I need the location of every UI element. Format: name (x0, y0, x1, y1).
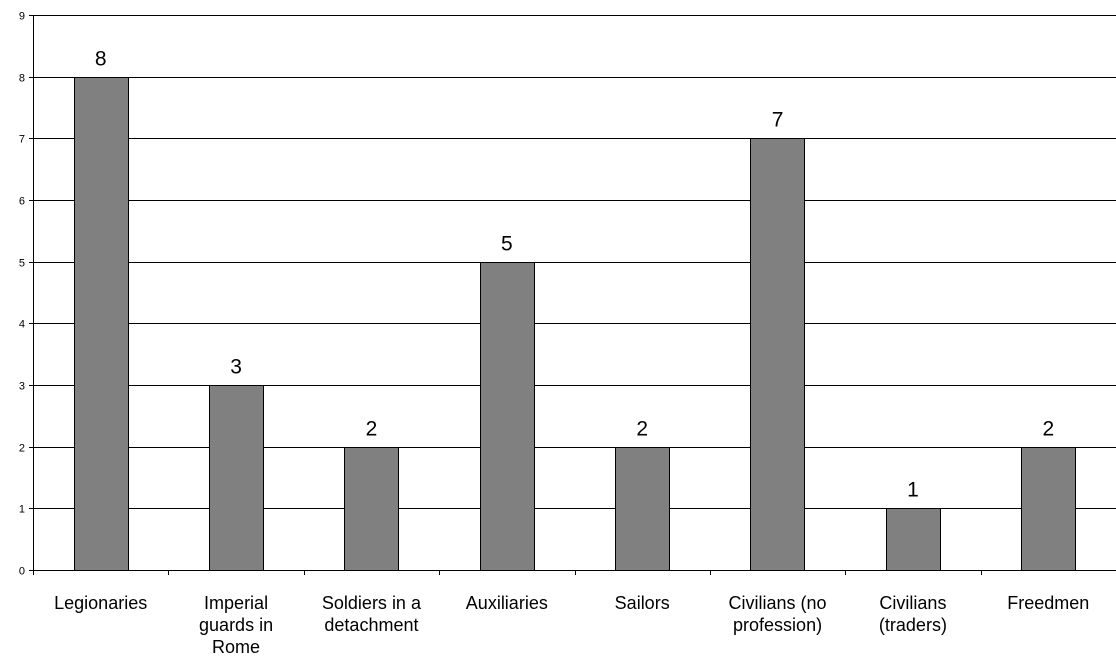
y-tick-label: 9 (19, 11, 25, 23)
x-category-label-line: (traders) (879, 615, 947, 635)
data-label: 7 (772, 109, 784, 132)
bar (750, 138, 805, 571)
y-tick-label: 1 (19, 504, 25, 516)
bars (74, 77, 1076, 571)
x-category-label-line: Imperial (204, 593, 268, 613)
bar (74, 77, 129, 571)
y-tick-label: 7 (19, 134, 25, 146)
x-category-label-line: Soldiers in a (322, 593, 422, 613)
x-category-label-line: Civilians (879, 593, 946, 613)
x-category-label: Freedmen (1007, 593, 1089, 613)
data-label: 2 (1042, 418, 1054, 441)
x-category-label-line: profession) (733, 615, 822, 635)
x-category-label: Civilians (traders) (879, 593, 947, 635)
bar (886, 508, 941, 571)
y-axis-ticks: 0 1 2 3 4 5 6 7 8 9 (19, 11, 33, 578)
x-axis-labels: Legionaries Imperial guards in Rome Soldiers… (54, 593, 1089, 657)
y-tick-label: 0 (19, 566, 25, 578)
data-label: 2 (366, 418, 378, 441)
y-tick-label: 5 (19, 258, 25, 270)
gridlines (33, 15, 1116, 509)
data-label: 2 (636, 418, 648, 441)
x-category-label: Sailors (615, 593, 670, 613)
bar (1021, 447, 1076, 571)
data-label: 8 (95, 48, 107, 71)
data-label: 1 (907, 479, 919, 502)
x-category-label: Civilians (no profession) (729, 593, 827, 635)
data-label: 5 (501, 233, 513, 256)
x-category-label: Legionaries (54, 593, 147, 613)
y-tick-label: 4 (19, 319, 25, 331)
x-category-label-line: detachment (324, 615, 418, 635)
x-category-label-line: Legionaries (54, 593, 147, 613)
y-tick-label: 3 (19, 381, 25, 393)
x-category-label: Imperial guards in Rome (199, 593, 273, 657)
x-category-label-line: guards in (199, 615, 273, 635)
y-tick-label: 8 (19, 73, 25, 85)
bar (209, 385, 264, 571)
bar (344, 447, 399, 571)
bar (615, 447, 670, 571)
y-tick-label: 6 (19, 196, 25, 208)
x-category-label-line: Sailors (615, 593, 670, 613)
x-category-label-line: Rome (212, 637, 260, 657)
data-label: 3 (230, 356, 242, 379)
x-category-label: Auxiliaries (466, 593, 548, 613)
x-category-label-line: Civilians (no (729, 593, 827, 613)
bar (480, 262, 535, 571)
y-tick-label: 2 (19, 443, 25, 455)
x-category-label: Soldiers in a detachment (322, 593, 422, 635)
x-axis (33, 15, 1116, 575)
x-category-label-line: Freedmen (1007, 593, 1089, 613)
x-category-label-line: Auxiliaries (466, 593, 548, 613)
